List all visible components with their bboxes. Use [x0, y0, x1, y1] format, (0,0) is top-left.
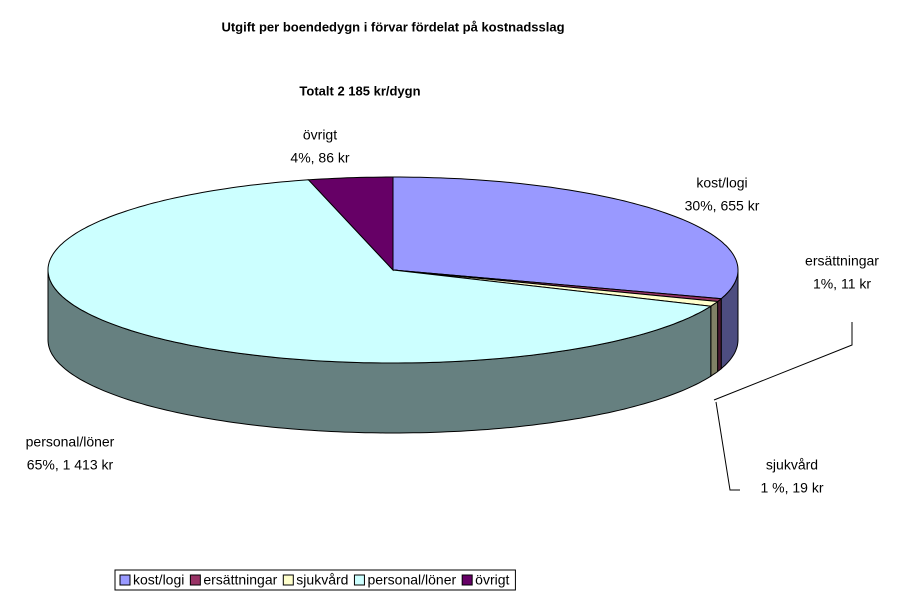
legend-swatch	[189, 574, 201, 586]
slice-side	[717, 297, 722, 373]
data-label-name: ersättningar	[805, 253, 879, 269]
legend-label: kost/logi	[133, 572, 184, 588]
data-label: 65%, 1 413 kr	[27, 457, 114, 473]
legend-label: sjukvård	[296, 572, 348, 588]
slice	[392, 176, 739, 300]
legend-label: ersättningar	[203, 572, 277, 588]
chart-subtitle: Totalt 2 185 kr/dygn	[299, 83, 420, 98]
data-label: 30%, 655 kr	[685, 198, 760, 214]
data-label-name: sjukvård	[766, 457, 818, 473]
data-label-name: personal/löner	[26, 434, 115, 450]
chart-title: Utgift per boendedygn i förvar fördelat …	[221, 19, 564, 34]
legend-swatch	[461, 574, 473, 586]
data-label-name: kost/logi	[696, 175, 747, 191]
data-label: 1%, 11 kr	[813, 276, 871, 292]
slice-side	[710, 300, 719, 378]
data-label-name: övrigt	[303, 127, 337, 143]
legend-swatch	[119, 574, 131, 586]
leader-line	[713, 322, 853, 401]
data-label: 4%, 86 kr	[290, 150, 349, 166]
legend-label: personal/löner	[367, 572, 456, 588]
legend-swatch	[282, 574, 294, 586]
legend-label: övrigt	[475, 572, 509, 588]
legend: kost/logi ersättningar sjukvård personal/lö…	[114, 569, 516, 591]
slice	[307, 176, 394, 272]
legend-box	[114, 569, 516, 591]
legend-swatch	[353, 574, 365, 586]
data-label: 1 %, 19 kr	[760, 480, 823, 496]
leader-line	[715, 401, 740, 491]
slice	[47, 179, 713, 364]
